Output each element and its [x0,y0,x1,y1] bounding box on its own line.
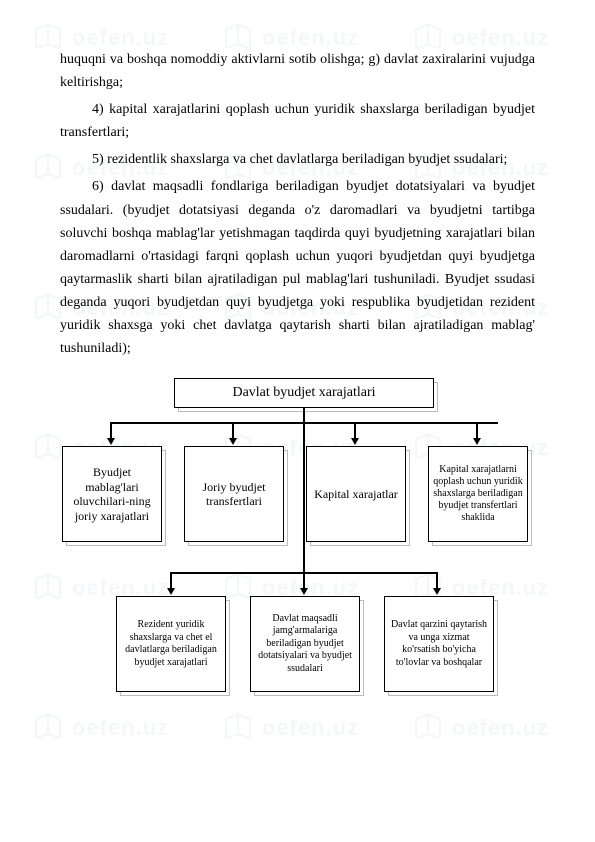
arrow-icon [167,588,175,595]
paragraph-3: 5) rezidentlik shaxslarga va chet davlat… [60,148,535,171]
row2-box-2: Joriy byudjet transfertlari [184,446,284,542]
row3-text-2: Davlat maqsadli jamg'armalariga beriladi… [255,613,355,676]
arrow-icon [473,438,481,445]
row3-box-2: Davlat maqsadli jamg'armalariga beriladi… [250,596,360,692]
row2-text-2: Joriy byudjet transfertlari [189,480,279,509]
row2-text-1: Byudjet mablag'lari oluvchilari-ning jor… [67,465,157,523]
row2-text-3: Kapital xarajatlar [314,487,398,501]
row2-box-4: Kapital xarajatlarni qoplash uchun yurid… [428,446,528,542]
row2-box-3: Kapital xarajatlar [306,446,406,542]
paragraph-4: 6) davlat maqsadli fondlariga beriladiga… [60,175,535,360]
arrow-icon [351,438,359,445]
row3-text-3: Davlat qarzini qaytarish va unga xizmat … [389,619,489,669]
row2-text-4: Kapital xarajatlarni qoplash uchun yurid… [433,464,523,524]
arrow-icon [433,588,441,595]
row3-box-1: Rezident yuridik shaxslarga va chet el d… [116,596,226,692]
paragraph-1: huquqni va boshqa nomoddiy aktivlarni so… [60,48,535,94]
arrow-icon [229,438,237,445]
connector [303,422,305,572]
row2-box-1: Byudjet mablag'lari oluvchilari-ning jor… [62,446,162,542]
budget-expenses-diagram: Davlat byudjet xarajatlari Byudjet mabla… [60,378,535,708]
row3-box-3: Davlat qarzini qaytarish va unga xizmat … [384,596,494,692]
diagram-title-box: Davlat byudjet xarajatlari [174,378,434,408]
connector [303,408,305,422]
arrow-icon [300,588,308,595]
row3-text-1: Rezident yuridik shaxslarga va chet el d… [121,619,221,669]
arrow-icon [107,438,115,445]
page-content: huquqni va boshqa nomoddiy aktivlarni so… [0,0,595,748]
diagram-title: Davlat byudjet xarajatlari [232,385,375,401]
paragraph-2: 4) kapital xarajatlarini qoplash uchun y… [60,98,535,144]
